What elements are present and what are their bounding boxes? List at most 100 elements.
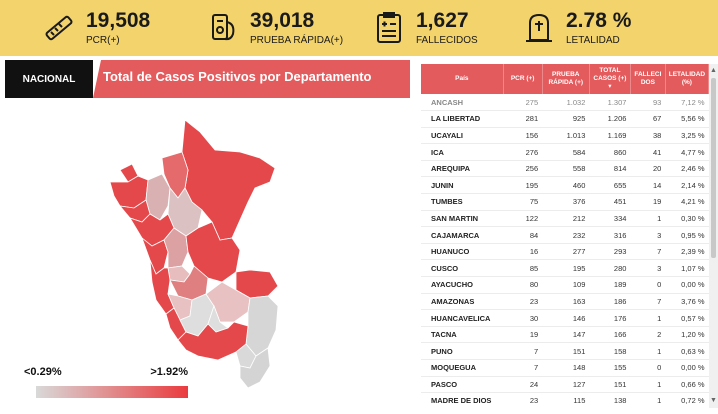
cell-letalidad: 0,57 %: [665, 309, 709, 327]
cell-pcr: 256: [503, 160, 543, 178]
cell-fallecidos: 3: [630, 259, 666, 278]
cell-total-casos: 151: [589, 376, 631, 394]
header-total-casos[interactable]: TOTAL CASOS (+) ▾: [589, 64, 631, 94]
legend-gradient-bar: [36, 386, 188, 398]
kpi-lethality-value: 2.78 %: [566, 9, 632, 32]
table-row[interactable]: MADRE DE DIOS 23 115 138 1 0,72 %: [421, 392, 709, 408]
cell-pcr: 7: [503, 359, 543, 377]
cell-pcr: 24: [503, 376, 543, 394]
table-row[interactable]: HUANUCO 16 277 293 7 2,39 %: [421, 243, 709, 261]
cell-letalidad: 0,00 %: [665, 359, 709, 377]
table-row[interactable]: UCAYALI 156 1.013 1.169 38 3,25 %: [421, 127, 709, 145]
table-row[interactable]: CUSCO 85 195 280 3 1,07 %: [421, 259, 709, 278]
table-row[interactable]: AYACUCHO 80 109 189 0 0,00 %: [421, 276, 709, 294]
cell-pcr: 85: [503, 259, 543, 278]
cell-fallecidos: 1: [630, 210, 666, 228]
table-row[interactable]: AREQUIPA 256 558 814 20 2,46 %: [421, 160, 709, 178]
table-row[interactable]: LA LIBERTAD 281 925 1.206 67 5,56 %: [421, 110, 709, 128]
cell-total-casos: 1.169: [589, 127, 631, 145]
cell-department: HUANUCO: [421, 243, 504, 261]
map-region-ucayali[interactable]: [185, 221, 241, 283]
kpi-deaths-value: 1,627: [416, 9, 469, 32]
scroll-thumb[interactable]: [711, 78, 716, 258]
table-row[interactable]: TACNA 19 147 166 2 1,20 %: [421, 326, 709, 344]
kpi-rapid-value: 39,018: [250, 9, 315, 32]
cell-letalidad: 0,66 %: [665, 376, 709, 394]
map-region-huanuco[interactable]: [163, 227, 189, 269]
cell-letalidad: 1,07 %: [665, 259, 709, 278]
cell-fallecidos: 1: [630, 376, 666, 394]
cell-prueba-rapida: 147: [542, 326, 590, 344]
table-row[interactable]: ANCASH 275 1.032 1.307 93 7,12 %: [421, 94, 709, 112]
legend-high-label: >1.92%: [150, 366, 188, 378]
table-row[interactable]: CAJAMARCA 84 232 316 3 0,95 %: [421, 226, 709, 244]
table-row[interactable]: ICA 276 584 860 41 4,77 %: [421, 143, 709, 161]
cell-prueba-rapida: 109: [542, 276, 590, 294]
cell-pcr: 80: [503, 276, 543, 294]
table-row[interactable]: TUMBES 75 376 451 19 4,21 %: [421, 193, 709, 211]
scroll-down-icon[interactable]: ▼: [710, 397, 717, 404]
header-pcr[interactable]: PCR (+): [503, 64, 543, 94]
cell-department: ANCASH: [421, 94, 504, 112]
cell-fallecidos: 67: [630, 110, 666, 128]
cell-department: CUSCO: [421, 259, 504, 278]
table-row[interactable]: SAN MARTIN 122 212 334 1 0,30 %: [421, 210, 709, 228]
kpi-lethality: 2.78 % LETALIDAD: [520, 0, 631, 56]
cell-total-casos: 155: [589, 359, 631, 377]
cell-letalidad: 0,63 %: [665, 342, 709, 360]
cell-department: UCAYALI: [421, 127, 504, 145]
cell-total-casos: 280: [589, 259, 631, 278]
table-row[interactable]: JUNIN 195 460 655 14 2,14 %: [421, 176, 709, 195]
cell-fallecidos: 7: [630, 243, 666, 261]
cell-pcr: 156: [503, 127, 543, 145]
table-row[interactable]: MOQUEGUA 7 148 155 0 0,00 %: [421, 359, 709, 377]
cell-prueba-rapida: 460: [542, 176, 590, 195]
cell-prueba-rapida: 148: [542, 359, 590, 377]
header-letalidad[interactable]: LETALIDAD (%): [665, 64, 709, 94]
map-legend: <0.29% >1.92%: [24, 366, 188, 406]
cell-total-casos: 186: [589, 293, 631, 311]
cell-prueba-rapida: 163: [542, 293, 590, 311]
cell-total-casos: 860: [589, 143, 631, 161]
table-row[interactable]: PUNO 7 151 158 1 0,63 %: [421, 342, 709, 360]
scroll-up-icon[interactable]: ▲: [710, 67, 717, 74]
cell-total-casos: 334: [589, 210, 631, 228]
cell-letalidad: 4,21 %: [665, 193, 709, 211]
cell-fallecidos: 20: [630, 160, 666, 178]
nacional-tab[interactable]: NACIONAL: [5, 60, 93, 98]
header-pais[interactable]: País: [421, 64, 504, 94]
map-title: Total de Casos Positivos por Departament…: [93, 60, 410, 98]
cell-total-casos: 451: [589, 193, 631, 211]
map-region-arequipa[interactable]: [177, 321, 249, 361]
map-region-puno[interactable]: [245, 295, 279, 357]
cell-department: AYACUCHO: [421, 276, 504, 294]
peru-department-map: [90, 110, 320, 400]
table-scrollbar[interactable]: ▲ ▼: [709, 64, 718, 408]
cell-fallecidos: 38: [630, 127, 666, 145]
cell-total-casos: 1.307: [589, 94, 631, 112]
cell-department: CAJAMARCA: [421, 226, 504, 244]
rapid-test-icon: [204, 9, 242, 47]
cell-pcr: 30: [503, 309, 543, 327]
cell-fallecidos: 3: [630, 226, 666, 244]
kpi-deaths-label: FALLECIDOS: [416, 35, 478, 46]
cell-total-casos: 316: [589, 226, 631, 244]
cell-total-casos: 166: [589, 326, 631, 344]
cell-pcr: 195: [503, 176, 543, 195]
table-row[interactable]: PASCO 24 127 151 1 0,66 %: [421, 376, 709, 394]
cell-total-casos: 138: [589, 392, 631, 408]
table-header-row: País PCR (+) PRUEBA RÁPIDA (+) TOTAL CAS…: [421, 64, 709, 94]
kpi-rapid-test: 39,018 PRUEBA RÁPIDA(+): [204, 0, 343, 56]
cell-prueba-rapida: 558: [542, 160, 590, 178]
header-prueba-rapida[interactable]: PRUEBA RÁPIDA (+): [542, 64, 590, 94]
table-row[interactable]: AMAZONAS 23 163 186 7 3,76 %: [421, 293, 709, 311]
cell-pcr: 84: [503, 226, 543, 244]
cell-fallecidos: 1: [630, 392, 666, 408]
header-fallecidos[interactable]: FALLECI DOS: [630, 64, 666, 94]
table-row[interactable]: HUANCAVELICA 30 146 176 1 0,57 %: [421, 309, 709, 327]
cell-prueba-rapida: 1.032: [542, 94, 590, 112]
map-region-tacna[interactable]: [239, 347, 271, 389]
cell-letalidad: 4,77 %: [665, 143, 709, 161]
cell-pcr: 7: [503, 342, 543, 360]
clipboard-icon: [370, 9, 408, 47]
